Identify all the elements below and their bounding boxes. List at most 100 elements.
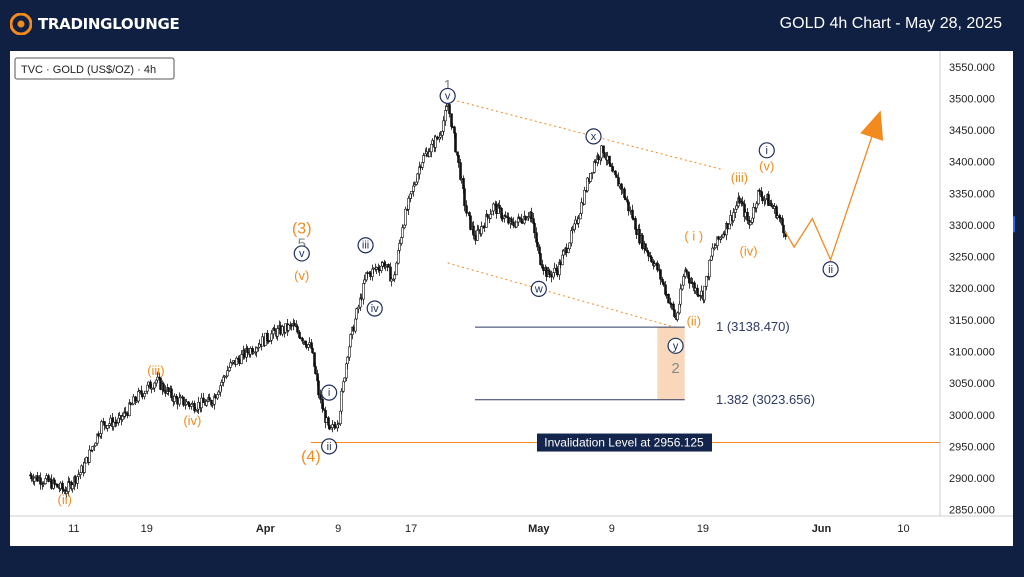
candle-body (602, 145, 605, 153)
price-tick-label: 3250.000 (949, 252, 995, 264)
candle (735, 201, 738, 211)
candle (235, 356, 238, 365)
candle (88, 445, 91, 464)
wave-label: iv (366, 300, 383, 317)
candle-body (527, 216, 530, 219)
candle-body (178, 397, 181, 405)
candle-body (240, 354, 243, 364)
symbol-legend[interactable]: TVC · GOLD (US$/OZ) · 4h (14, 57, 175, 80)
candle (656, 260, 659, 273)
price-tick-label: 3150.000 (949, 315, 995, 327)
time-tick-label: 17 (405, 523, 417, 535)
wave-label-circle (366, 300, 383, 317)
candle (653, 260, 656, 268)
candle-body (761, 196, 764, 202)
price-tick-label: 3300.000 (949, 220, 995, 232)
candle-body (226, 370, 229, 377)
candle-body (439, 134, 442, 138)
wave-label-text: ( i ) (684, 228, 703, 243)
candle (407, 195, 410, 216)
candle (413, 181, 416, 188)
wave-label-circle (321, 438, 338, 455)
candle (121, 412, 124, 422)
candle (47, 473, 50, 483)
candle-body (444, 110, 447, 122)
candle-body (533, 223, 536, 234)
candle-body (454, 132, 457, 153)
candle-body (714, 245, 717, 249)
candle-body (77, 474, 80, 477)
candle-body (667, 294, 670, 304)
candle (211, 402, 214, 408)
candle (764, 198, 767, 205)
candle-body (47, 475, 50, 482)
candle-body (348, 346, 351, 358)
candle-body (200, 397, 203, 409)
candle (42, 481, 45, 488)
candle-body (194, 410, 197, 412)
candle (515, 221, 518, 229)
candle (510, 216, 513, 226)
candle-body (243, 349, 246, 358)
wave-label: x (585, 128, 602, 145)
wave-label-text: y (673, 340, 679, 352)
candle (293, 319, 296, 327)
time-tick-label: 9 (335, 523, 341, 535)
candle-body (173, 395, 176, 402)
candle (62, 486, 65, 492)
candle-body (83, 462, 86, 473)
candle-body (586, 177, 589, 192)
candle (641, 232, 644, 251)
candle-body (486, 214, 489, 218)
candle-body (118, 415, 121, 419)
price-tick-label: 3350.000 (949, 188, 995, 200)
candle (162, 381, 165, 393)
candle-body (153, 382, 156, 389)
candle-body (340, 390, 343, 412)
candle (311, 345, 314, 355)
wave-label-text: i (766, 145, 768, 157)
price-tick-label: 3500.000 (949, 93, 995, 105)
candle-body (615, 174, 618, 178)
candle-body (197, 401, 200, 410)
candle-body (571, 229, 574, 231)
candle-body (720, 236, 723, 239)
candle-body (469, 215, 472, 230)
candle-body (688, 277, 691, 284)
candle (296, 324, 299, 335)
candle-body (624, 197, 627, 201)
chart-frame (10, 51, 1013, 546)
candle (685, 268, 688, 275)
candle (714, 243, 717, 249)
price-tick-label: 3550.000 (949, 62, 995, 74)
candle-body (492, 203, 495, 212)
wave-label: iii (357, 237, 374, 254)
wave-label: ii (822, 261, 839, 278)
candle-body (400, 237, 403, 244)
candle (603, 151, 606, 159)
candle (416, 172, 419, 184)
candle (679, 283, 682, 308)
candle (457, 154, 460, 168)
time-tick-label: 19 (697, 523, 709, 535)
candle (135, 396, 138, 404)
candle-body (463, 188, 466, 206)
candle-body (357, 306, 360, 310)
candle-body (88, 449, 91, 463)
brand-logo: TRADINGLOUNGE (10, 12, 180, 36)
time-tick-label: 19 (141, 523, 153, 535)
candle-body (518, 216, 521, 219)
candle-body (94, 442, 97, 447)
candle (518, 216, 521, 221)
candle-body (126, 413, 129, 416)
candle-body (176, 397, 179, 405)
candle-body (162, 383, 165, 391)
candle-body (109, 417, 112, 424)
candle-body (779, 217, 782, 219)
wave-label-circle (667, 337, 684, 354)
candle-body (741, 201, 744, 205)
candle (395, 261, 398, 276)
candle (56, 483, 59, 488)
wave-label-circle (439, 87, 456, 105)
candle-body (150, 387, 153, 390)
